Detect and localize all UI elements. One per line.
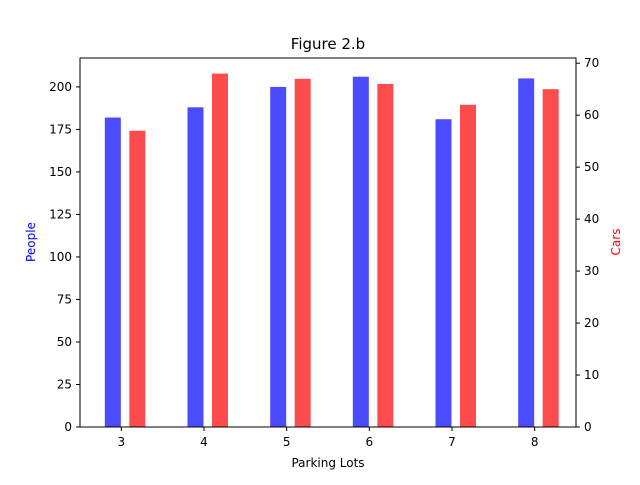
y-axis-left: 0 25 50 75 100 125 150 175 200 xyxy=(49,80,80,434)
x-tick-label: 6 xyxy=(366,435,374,449)
y-axis-left-label: People xyxy=(24,222,38,262)
cars-bar xyxy=(377,83,394,428)
people-bars xyxy=(104,76,535,428)
y-right-tick-label: 60 xyxy=(584,108,599,122)
x-axis: 3 4 5 6 7 8 xyxy=(118,427,539,449)
cars-bar xyxy=(542,89,559,428)
y-right-tick-label: 30 xyxy=(584,264,599,278)
people-bar xyxy=(352,76,369,428)
y-left-tick-label: 0 xyxy=(64,420,72,434)
people-bar xyxy=(435,119,452,427)
y-axis-right-label: Cars xyxy=(609,229,623,256)
x-tick-label: 5 xyxy=(283,435,291,449)
y-right-tick-label: 20 xyxy=(584,316,599,330)
plot-frame xyxy=(79,57,577,428)
x-axis-label: Parking Lots xyxy=(291,456,364,470)
y-left-tick-label: 150 xyxy=(49,165,72,179)
people-bar xyxy=(187,107,204,427)
cars-bars xyxy=(129,73,559,428)
cars-bar xyxy=(460,104,476,428)
x-tick-label: 4 xyxy=(200,435,208,449)
x-tick-label: 7 xyxy=(448,435,456,449)
people-bar xyxy=(518,78,535,427)
cars-bar xyxy=(129,130,146,427)
y-left-tick-label: 75 xyxy=(57,292,72,306)
y-left-tick-label: 50 xyxy=(57,335,72,349)
y-right-tick-label: 0 xyxy=(584,420,592,434)
y-right-tick-label: 70 xyxy=(584,56,599,70)
cars-bar xyxy=(212,73,228,427)
y-right-tick-label: 40 xyxy=(584,212,599,226)
y-left-tick-label: 175 xyxy=(49,122,72,136)
x-tick-label: 3 xyxy=(118,435,126,449)
y-axis-right: 0 10 20 30 40 50 60 70 xyxy=(576,56,599,434)
cars-bar xyxy=(294,78,311,427)
chart-title: Figure 2.b xyxy=(291,35,365,53)
y-left-tick-label: 125 xyxy=(49,207,72,221)
people-bar xyxy=(270,86,287,427)
y-left-tick-label: 100 xyxy=(49,250,72,264)
y-left-tick-label: 200 xyxy=(49,80,72,94)
y-right-tick-label: 50 xyxy=(584,160,599,174)
people-bar xyxy=(104,117,121,428)
y-left-tick-label: 25 xyxy=(57,377,72,391)
x-tick-label: 8 xyxy=(531,435,539,449)
y-right-tick-label: 10 xyxy=(584,368,599,382)
